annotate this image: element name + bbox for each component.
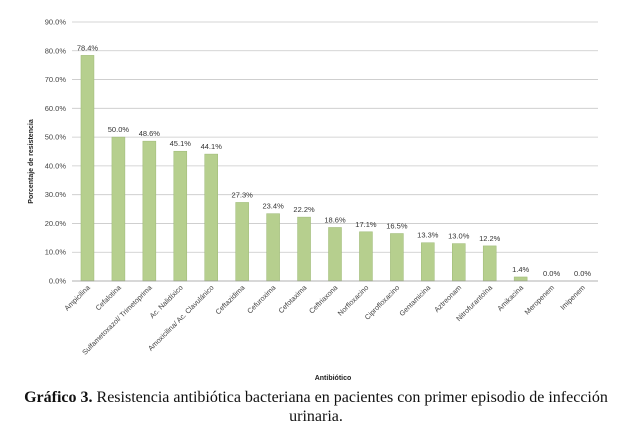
data-label: 45.1%: [170, 139, 192, 148]
data-label: 48.6%: [139, 129, 161, 138]
category-label: Ceftazidima: [213, 283, 246, 316]
bar: [390, 233, 404, 282]
bar: [173, 150, 188, 282]
y-tick-label: 20.0%: [45, 219, 67, 228]
y-axis-ticks: 0.0% 10.0% 20.0% 30.0% 40.0% 50.0% 60.0% 70.0% 8…: [45, 18, 67, 286]
data-label: 13.3%: [417, 231, 439, 240]
bar: [80, 55, 95, 282]
category-label: Imipenem: [558, 283, 587, 312]
data-label: 22.2%: [293, 205, 315, 214]
y-axis-title: Porcentaje de resistencia: [28, 119, 35, 204]
figure-caption: Gráfico 3. Resistencia antibiótica bacte…: [0, 388, 632, 426]
y-tick-label: 0.0%: [49, 277, 66, 286]
category-label: Meropenem: [523, 283, 556, 316]
bar: [359, 231, 373, 282]
data-label: 17.1%: [355, 220, 377, 229]
category-label: Cefotaxima: [276, 283, 308, 315]
data-label: 0.0%: [574, 269, 591, 278]
bar: [204, 153, 218, 282]
data-label: 0.0%: [543, 269, 560, 278]
bar: [111, 136, 126, 282]
caption-text: Resistencia antibiótica bacteriana en pa…: [92, 389, 608, 425]
category-label: Cefalotina: [94, 283, 123, 312]
data-label: 16.5%: [386, 222, 408, 231]
category-label: Aztreonam: [432, 283, 463, 314]
y-tick-label: 70.0%: [45, 75, 67, 84]
bar: [297, 216, 311, 282]
bars: [80, 55, 528, 282]
y-tick-label: 80.0%: [45, 46, 67, 55]
data-label: 13.0%: [448, 232, 470, 241]
category-label: Amoxicilina/ Ac. Clavulánico: [146, 283, 216, 353]
bar: [513, 276, 528, 282]
x-axis-title: Antibiótico: [315, 375, 352, 382]
category-label: Ceftriaxona: [307, 283, 339, 315]
data-label: 1.4%: [512, 265, 529, 274]
caption-label: Gráfico 3.: [24, 389, 93, 406]
bar: [266, 213, 280, 282]
bar: [421, 242, 435, 282]
data-label: 27.3%: [232, 190, 254, 199]
data-label: 23.4%: [262, 202, 284, 211]
category-label: Cefuroxima: [245, 283, 277, 315]
y-tick-label: 60.0%: [45, 104, 67, 113]
bar: [142, 140, 157, 282]
category-label: Gentamicina: [397, 283, 432, 318]
y-tick-label: 40.0%: [45, 161, 67, 170]
gridlines: [72, 21, 598, 253]
bar: [482, 245, 497, 282]
y-tick-label: 30.0%: [45, 190, 67, 199]
data-label: 44.1%: [201, 142, 223, 151]
y-tick-label: 50.0%: [45, 133, 67, 142]
bar-chart: 0.0% 10.0% 20.0% 30.0% 40.0% 50.0% 60.0% 70.0% 8…: [28, 18, 598, 382]
bar: [235, 202, 249, 282]
bar: [452, 243, 466, 282]
data-label: 78.4%: [77, 43, 99, 52]
bar: [328, 227, 342, 282]
data-labels: 78.4% 50.0% 48.6% 45.1% 44.1% 27.3% 23.4% 22.2%…: [77, 43, 592, 278]
data-label: 18.6%: [324, 215, 346, 224]
data-label: 12.2%: [479, 234, 501, 243]
y-tick-label: 90.0%: [45, 18, 67, 27]
category-label: Ampicilina: [62, 283, 92, 313]
y-tick-label: 10.0%: [45, 248, 67, 257]
data-label: 50.0%: [108, 125, 130, 134]
category-label: Amikacina: [495, 283, 525, 313]
